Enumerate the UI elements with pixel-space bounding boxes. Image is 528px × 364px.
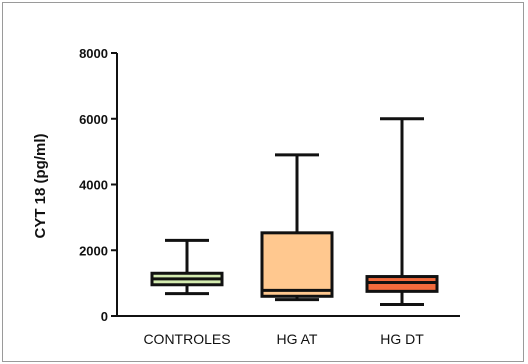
box-controles [150,238,224,296]
y-ticks: 0 2000 4000 6000 8000 [79,46,117,324]
category-label: CONTROLES [143,331,230,347]
boxes [150,117,439,306]
chart-frame [2,2,524,362]
y-tick-label: 2000 [79,243,108,258]
category-label: HG AT [277,331,318,347]
iqr-box [260,231,334,298]
y-tick-label: 8000 [79,46,108,61]
y-tick-label: 6000 [79,112,108,127]
y-tick-label: 0 [101,309,108,324]
box-hg-at [260,153,334,302]
box-hg-dt [365,117,439,306]
category-labels: CONTROLES HG AT HG DT [143,331,424,347]
category-label: HG DT [380,331,424,347]
y-tick-label: 4000 [79,178,108,193]
y-axis-title: CYT 18 (pg/ml) [32,133,49,238]
